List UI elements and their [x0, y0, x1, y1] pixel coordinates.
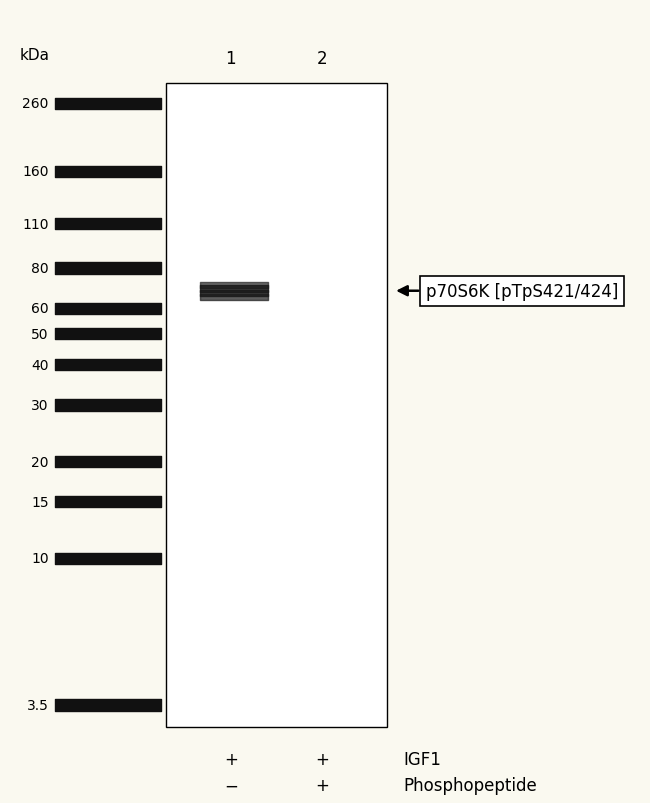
Text: 3.5: 3.5	[27, 699, 49, 712]
Text: +: +	[315, 750, 329, 768]
Text: −: −	[224, 777, 238, 794]
Text: 160: 160	[22, 165, 49, 179]
Text: 60: 60	[31, 302, 49, 316]
Text: p70S6K [pTpS421/424]: p70S6K [pTpS421/424]	[426, 283, 618, 300]
Text: +: +	[315, 777, 329, 794]
Text: 1: 1	[226, 51, 236, 68]
Text: 40: 40	[31, 358, 49, 373]
Text: IGF1: IGF1	[403, 750, 441, 768]
Text: 80: 80	[31, 262, 49, 275]
Text: kDa: kDa	[20, 47, 49, 63]
Text: 50: 50	[31, 328, 49, 341]
Text: 2: 2	[317, 51, 327, 68]
Text: 10: 10	[31, 552, 49, 566]
Text: 30: 30	[31, 398, 49, 413]
Text: 20: 20	[31, 455, 49, 469]
Text: +: +	[224, 750, 238, 768]
Text: 15: 15	[31, 495, 49, 509]
Text: Phosphopeptide: Phosphopeptide	[403, 777, 537, 794]
Text: 260: 260	[22, 97, 49, 112]
Bar	[166, 84, 387, 727]
Text: 110: 110	[22, 218, 49, 231]
